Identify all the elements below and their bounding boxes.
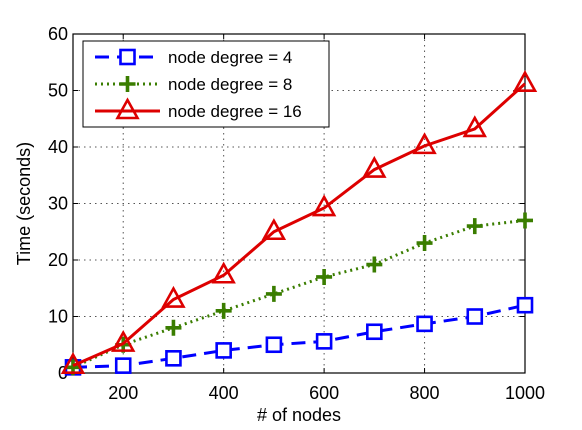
data-point — [512, 70, 538, 93]
legend-item: node degree = 16 — [95, 97, 302, 121]
legend: node degree = 4 node degree = 8 node degre… — [82, 40, 330, 128]
series-line — [72, 82, 527, 368]
y-tick-label: 60 — [48, 24, 68, 44]
x-tick-label: 600 — [309, 383, 339, 403]
data-point — [211, 261, 236, 284]
legend-marker — [119, 76, 136, 92]
data-point — [316, 268, 333, 285]
x-tick-label: 1000 — [505, 383, 545, 403]
series-group — [60, 70, 538, 376]
x-axis-title: # of nodes — [257, 405, 341, 425]
data-point — [161, 285, 186, 308]
data-point — [466, 308, 484, 325]
series-line — [72, 303, 526, 369]
y-tick-label: 20 — [48, 250, 68, 270]
data-point — [311, 194, 337, 217]
legend-label: node degree = 4 — [168, 48, 292, 67]
data-point — [366, 323, 383, 341]
legend-item: node degree = 4 — [95, 48, 292, 67]
data-point — [215, 302, 232, 319]
series-3 — [60, 70, 538, 374]
data-point — [114, 357, 132, 374]
data-point — [215, 342, 232, 359]
data-point — [315, 333, 333, 350]
legend-marker — [119, 48, 136, 66]
x-tick-label: 800 — [410, 383, 440, 403]
data-point — [111, 329, 136, 352]
data-point — [165, 350, 182, 367]
data-point — [412, 132, 437, 155]
series-2 — [65, 212, 533, 376]
y-axis-title: Time (seconds) — [14, 142, 34, 265]
x-tick-label: 400 — [209, 383, 239, 403]
data-point — [416, 235, 433, 252]
data-point — [516, 296, 534, 314]
data-point — [366, 256, 383, 273]
data-point — [466, 218, 483, 235]
data-point — [517, 212, 533, 229]
data-point — [265, 285, 282, 302]
y-tick-label: 40 — [48, 137, 68, 157]
data-point — [60, 351, 86, 374]
y-tick-label: 30 — [48, 194, 68, 214]
data-point — [416, 315, 433, 333]
data-point — [265, 336, 283, 354]
y-tick-label: 10 — [48, 307, 68, 327]
series-line — [72, 218, 526, 369]
legend-label: node degree = 8 — [168, 75, 292, 94]
data-point — [462, 115, 487, 138]
data-point — [165, 319, 182, 336]
legend-item: node degree = 8 — [95, 75, 292, 94]
legend-label: node degree = 16 — [168, 102, 302, 121]
y-tick-label: 50 — [48, 81, 68, 101]
data-point — [261, 218, 287, 241]
legend-marker — [115, 97, 140, 120]
data-point — [362, 155, 387, 178]
series-1 — [64, 296, 534, 376]
x-tick-label: 200 — [108, 383, 138, 403]
